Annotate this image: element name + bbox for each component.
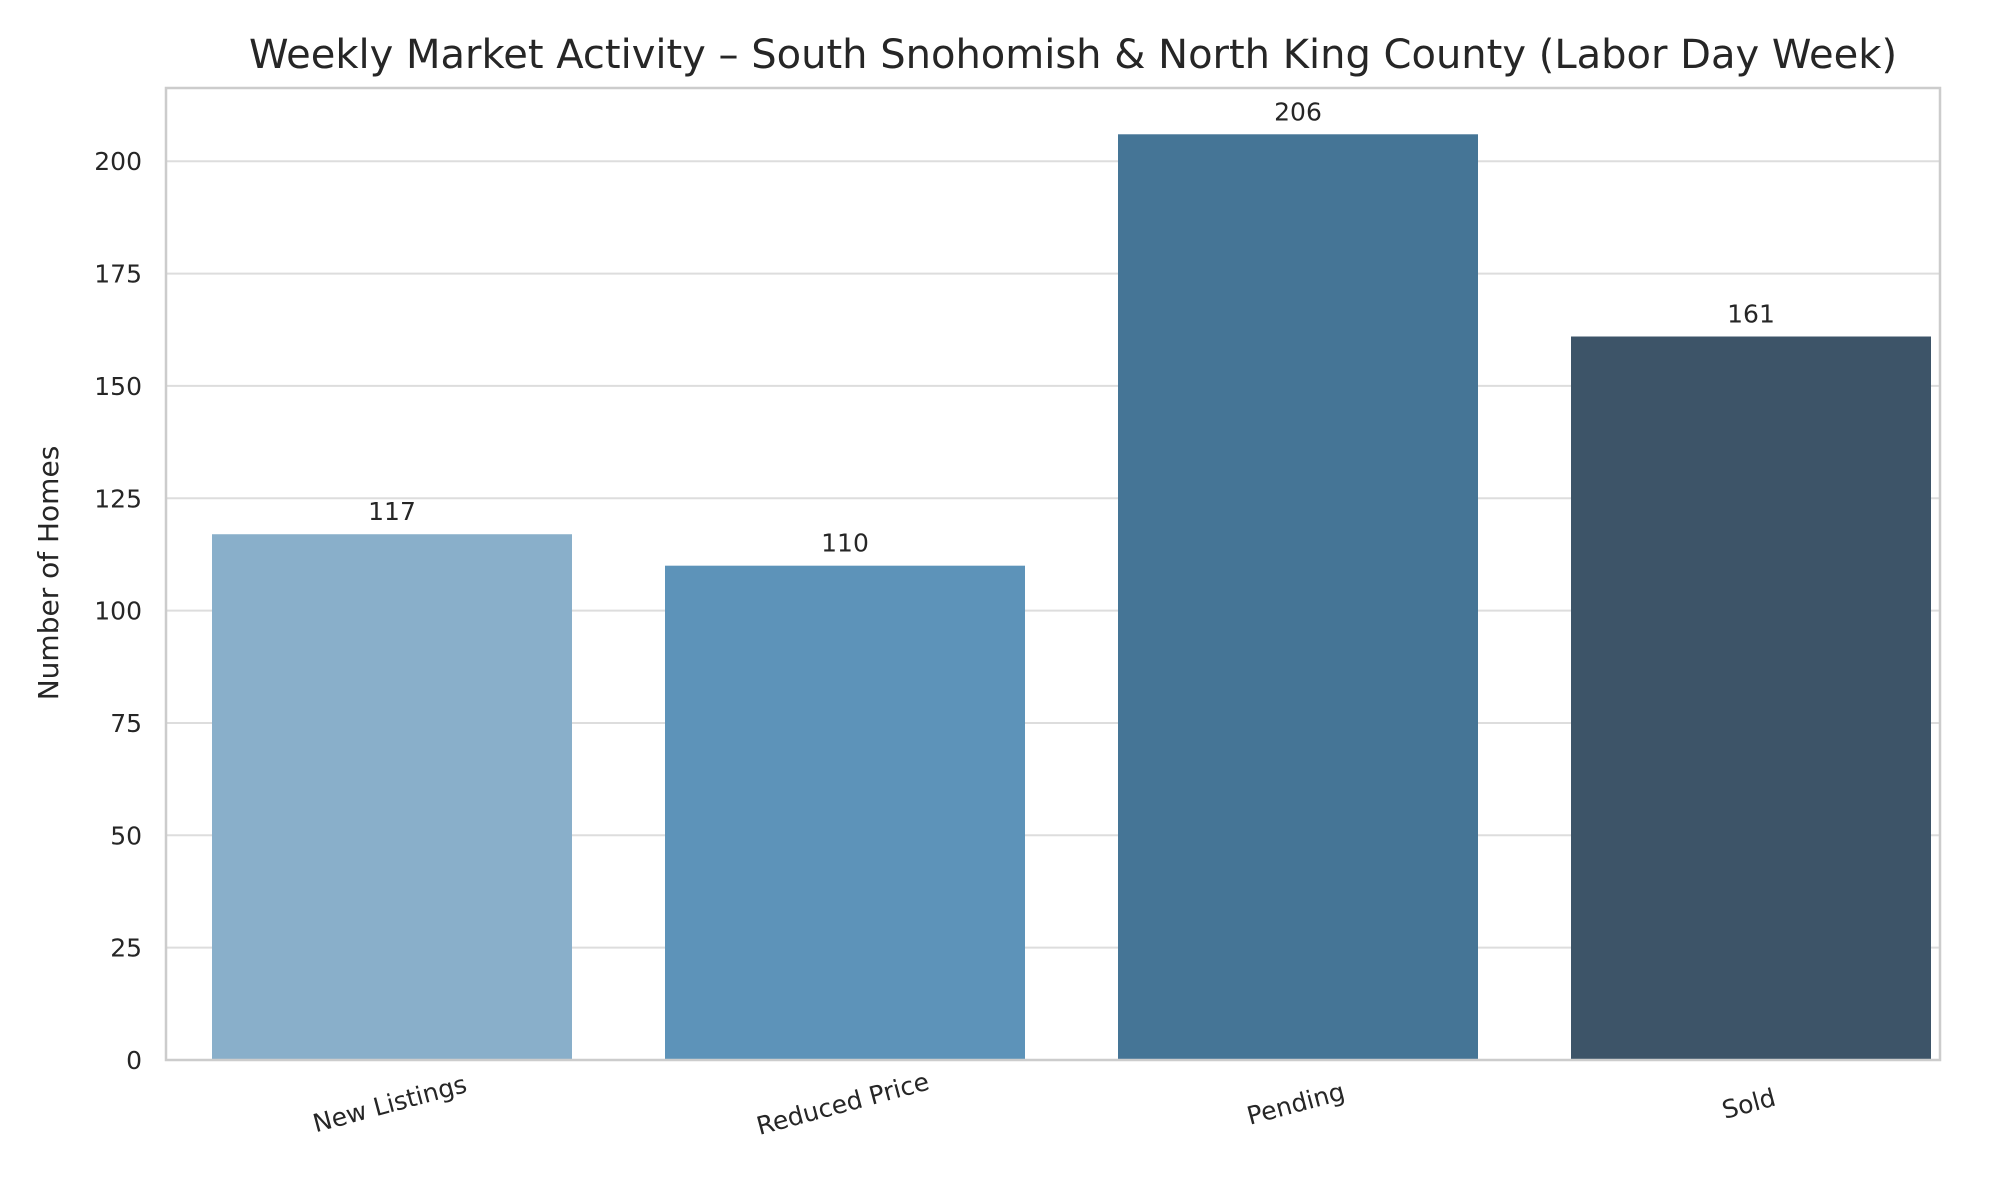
plot-frame [164, 86, 1942, 1062]
chart-title: Weekly Market Activity – South Snohomish… [249, 32, 1897, 78]
y-tick-label: 25 [110, 934, 142, 963]
y-tick-label: 75 [110, 709, 142, 738]
value-labels: 117 110 206 161 [368, 97, 1775, 557]
bar-sold [1571, 336, 1931, 1060]
y-tick-label: 200 [94, 147, 142, 176]
y-tick-labels: 0 25 50 75 100 125 150 175 200 [94, 147, 142, 1075]
y-tick-label: 100 [94, 597, 142, 626]
value-label: 206 [1274, 97, 1322, 126]
value-label: 117 [368, 497, 416, 526]
x-tick-labels: New Listings Reduced Price Pending Sold [310, 1067, 1779, 1141]
y-axis-label: Number of Homes [32, 446, 65, 701]
y-tick-label: 50 [110, 821, 142, 850]
value-label: 161 [1727, 300, 1775, 329]
bar-new-listings [212, 534, 572, 1060]
value-label: 110 [821, 529, 869, 558]
y-tick-label: 125 [94, 484, 142, 513]
bar-pending [1118, 134, 1478, 1061]
bars [212, 134, 1931, 1061]
bar-reduced-price [665, 565, 1025, 1060]
y-tick-label: 150 [94, 372, 142, 401]
x-tick-label: Pending [1244, 1077, 1348, 1131]
y-tick-label: 0 [126, 1046, 142, 1075]
x-tick-label: Reduced Price [753, 1067, 932, 1141]
y-tick-label: 175 [94, 260, 142, 289]
x-tick-label: New Listings [310, 1069, 470, 1138]
x-tick-label: Sold [1719, 1083, 1779, 1125]
